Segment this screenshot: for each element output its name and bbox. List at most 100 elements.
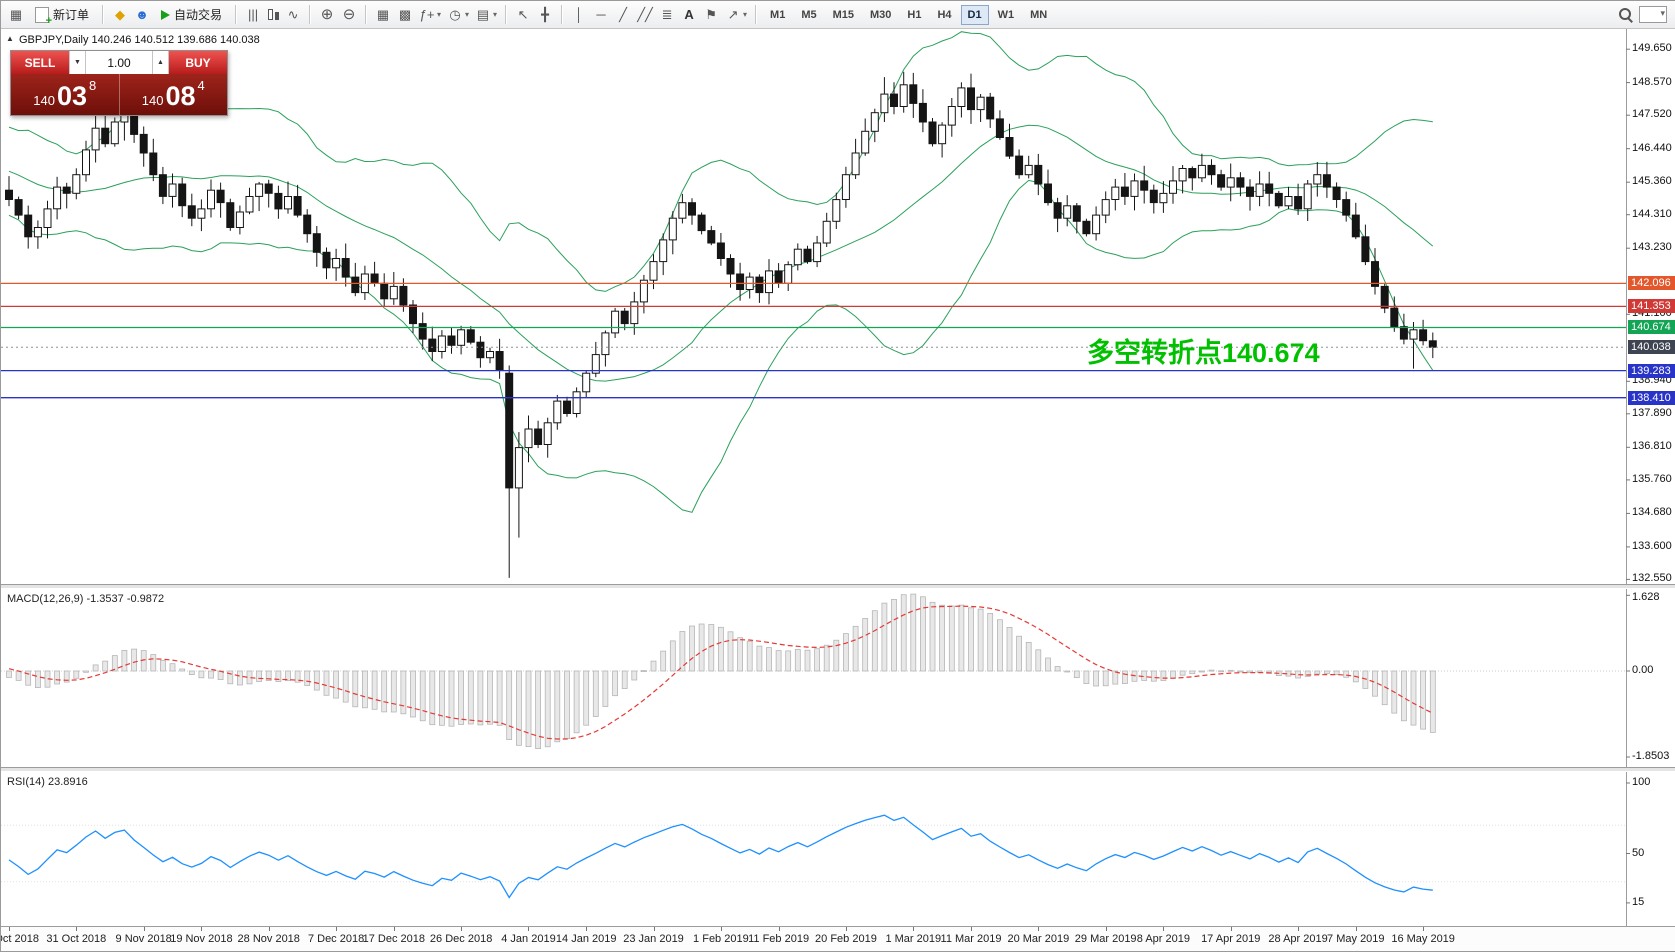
- date-label: 22 Oct 2018: [1, 933, 39, 945]
- zoom-in-icon[interactable]: ⊕: [320, 5, 334, 23]
- sell-button[interactable]: SELL: [11, 51, 69, 74]
- date-tick: [201, 927, 203, 931]
- chart-area[interactable]: ▲ GBPJPY,Daily 140.246 140.512 139.686 1…: [1, 29, 1675, 951]
- date-tick: [268, 927, 270, 931]
- chart-canvas[interactable]: [1, 29, 1675, 951]
- community-icon[interactable]: ◆: [115, 6, 126, 22]
- tf-m30-button[interactable]: M30: [870, 8, 892, 21]
- tf-w1-button[interactable]: W1: [997, 8, 1015, 21]
- candlestick-chart-icon[interactable]: [265, 7, 281, 23]
- date-label: 26 Dec 2018: [429, 933, 493, 945]
- tf-h1-button[interactable]: H1: [907, 8, 922, 21]
- templates-dropdown-icon[interactable]: ▾: [493, 9, 498, 19]
- periods-icon[interactable]: ◷: [449, 6, 461, 22]
- bar-chart-icon[interactable]: |||: [247, 6, 259, 22]
- date-tick: [336, 927, 338, 931]
- zoom-out-icon[interactable]: ⊖: [342, 5, 356, 23]
- date-label: 11 Feb 2019: [748, 933, 810, 945]
- new-order-label: 新订单: [53, 8, 90, 22]
- autotrading-button[interactable]: 自动交易: [154, 3, 229, 26]
- volume-input[interactable]: 1.00: [86, 51, 152, 74]
- autotrading-label: 自动交易: [174, 8, 223, 22]
- tf-mn-button[interactable]: MN: [1030, 8, 1048, 21]
- cursor-icon[interactable]: ↖: [517, 6, 529, 22]
- toolbar-separator: [755, 5, 758, 24]
- date-label: 9 Nov 2018: [115, 933, 172, 945]
- fibonacci-tool-icon[interactable]: ≣: [661, 6, 673, 22]
- profile-icon[interactable]: ☻: [135, 6, 149, 22]
- date-label: 28 Apr 2019: [1268, 933, 1328, 945]
- date-label: 20 Feb 2019: [815, 933, 877, 945]
- arrows-tool-icon[interactable]: ↗: [727, 6, 739, 22]
- toolbar-separator: [309, 5, 312, 24]
- text-tool-icon[interactable]: A: [684, 6, 694, 22]
- bid-base: 140: [33, 93, 55, 108]
- templates-icon[interactable]: ▤: [476, 6, 490, 22]
- date-label: 23 Jan 2019: [623, 933, 684, 945]
- one-click-panel-toggle-icon[interactable]: ▲: [6, 34, 14, 43]
- line-chart-icon[interactable]: ∿: [287, 6, 299, 22]
- arrows-dropdown-icon[interactable]: ▾: [743, 9, 748, 19]
- ask-price[interactable]: 140 08 4: [120, 74, 228, 115]
- autotrading-play-icon: [161, 9, 171, 20]
- date-label: 17 Apr 2019: [1201, 933, 1261, 945]
- axis-layer: [1626, 29, 1630, 951]
- ask-big: 08: [165, 81, 196, 111]
- volume-decrease-button[interactable]: ▼: [69, 51, 86, 74]
- horizontal-line-tool-icon[interactable]: ─: [596, 6, 606, 22]
- date-tick: [1230, 927, 1232, 931]
- search-icon[interactable]: [1618, 7, 1633, 22]
- channel-tool-icon[interactable]: ╱╱: [637, 6, 653, 22]
- date-label: 1 Mar 2019: [885, 933, 942, 945]
- date-label: 11 Mar 2019: [940, 933, 1002, 945]
- tf-m15-button[interactable]: M15: [832, 8, 854, 21]
- date-label: 28 Nov 2018: [237, 933, 300, 945]
- macd-indicator-label: MACD(12,26,9) -1.3537 -0.9872: [7, 593, 165, 605]
- date-tick: [845, 927, 847, 931]
- new-order-button[interactable]: 新订单: [28, 3, 96, 27]
- date-label: 8 Apr 2019: [1136, 933, 1190, 945]
- indicators-dropdown-icon[interactable]: ▾: [437, 9, 442, 19]
- date-tick: [461, 927, 463, 931]
- bid-big: 03: [56, 81, 87, 111]
- buy-button[interactable]: BUY: [169, 51, 227, 74]
- toolbar: ▦ 新订单 ◆ ☻ 自动交易 ||| ∿ ⊕ ⊖ ▦ ▩ ƒ+▾ ◷▾ ▤▾ ↖…: [1, 1, 1675, 29]
- rsi-layer: [1, 814, 1626, 899]
- tf-m5-button[interactable]: M5: [801, 8, 817, 21]
- cascade-windows-icon[interactable]: ▩: [398, 6, 412, 22]
- date-tick: [778, 927, 780, 931]
- crosshair-icon[interactable]: ╋: [541, 6, 549, 22]
- tile-windows-icon[interactable]: ▦: [376, 6, 390, 22]
- date-tick: [1163, 927, 1165, 931]
- date-tick: [1038, 927, 1040, 931]
- trade-panel-controls: SELL ▼ 1.00 ▲ BUY: [11, 51, 227, 74]
- toolbar-separator: [365, 5, 368, 24]
- bid-pip: 8: [89, 78, 97, 93]
- tf-h4-button[interactable]: H4: [937, 8, 952, 21]
- text-label-tool-icon[interactable]: ⚑: [705, 6, 717, 22]
- tf-d1-button[interactable]: D1: [960, 4, 989, 25]
- date-label: 7 May 2019: [1327, 933, 1385, 945]
- date-tick: [9, 927, 10, 931]
- panel-splitter[interactable]: [1, 767, 1675, 772]
- date-tick: [1105, 927, 1107, 931]
- periods-dropdown-icon[interactable]: ▾: [465, 9, 470, 19]
- date-tick: [1298, 927, 1300, 931]
- bid-price[interactable]: 140 03 8: [11, 74, 119, 115]
- symbol-search-box[interactable]: [1639, 6, 1667, 23]
- panel-splitter[interactable]: [1, 584, 1675, 589]
- trendline-tool-icon[interactable]: ╱: [619, 6, 627, 22]
- date-tick: [528, 927, 530, 931]
- indicators-icon[interactable]: ƒ+: [419, 6, 435, 22]
- tf-m1-button[interactable]: M1: [770, 8, 786, 21]
- macd-layer: [1, 593, 1626, 749]
- volume-increase-button[interactable]: ▲: [152, 51, 169, 74]
- date-label: 29 Mar 2019: [1074, 933, 1137, 945]
- date-label: 1 Feb 2019: [693, 933, 749, 945]
- date-tick: [393, 927, 395, 931]
- new-order-icon: [35, 6, 52, 27]
- vertical-line-tool-icon[interactable]: │: [574, 6, 584, 22]
- date-label: 14 Jan 2019: [555, 933, 617, 945]
